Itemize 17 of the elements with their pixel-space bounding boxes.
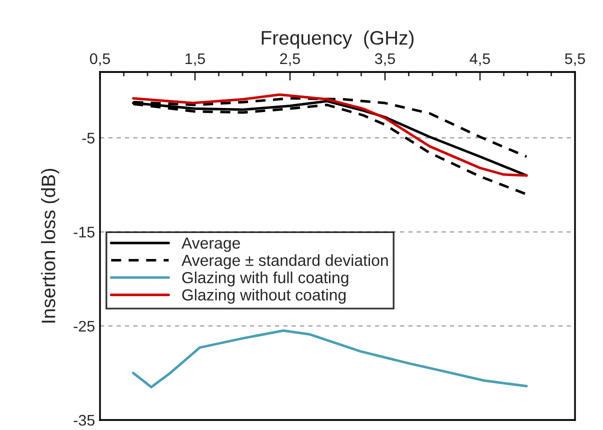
x-tick-label: 4,5 bbox=[470, 53, 490, 66]
x-tick-label: 0,5 bbox=[90, 53, 110, 66]
y-tick-label: -35 bbox=[74, 414, 94, 426]
legend-label: Average bbox=[181, 238, 240, 252]
x-axis-title: Frequency (GHz) bbox=[262, 30, 414, 49]
x-tick-label: 5,5 bbox=[564, 53, 585, 66]
x-tick-label: 2,5 bbox=[280, 53, 300, 66]
x-tick-label: 1,5 bbox=[186, 53, 205, 66]
y-axis-title: Insertion loss (dB) bbox=[41, 168, 60, 323]
y-tick-label: -25 bbox=[74, 320, 94, 332]
legend-label: Glazing without coating bbox=[182, 288, 346, 304]
legend-label: Glazing with full coating bbox=[182, 272, 348, 286]
legend-label: Average ± standard deviation bbox=[181, 254, 388, 270]
line-series bbox=[132, 329, 528, 388]
y-tick-label: -15 bbox=[74, 226, 94, 238]
y-tick-label: -5 bbox=[82, 132, 94, 144]
x-tick-label: 3,5 bbox=[374, 53, 395, 66]
